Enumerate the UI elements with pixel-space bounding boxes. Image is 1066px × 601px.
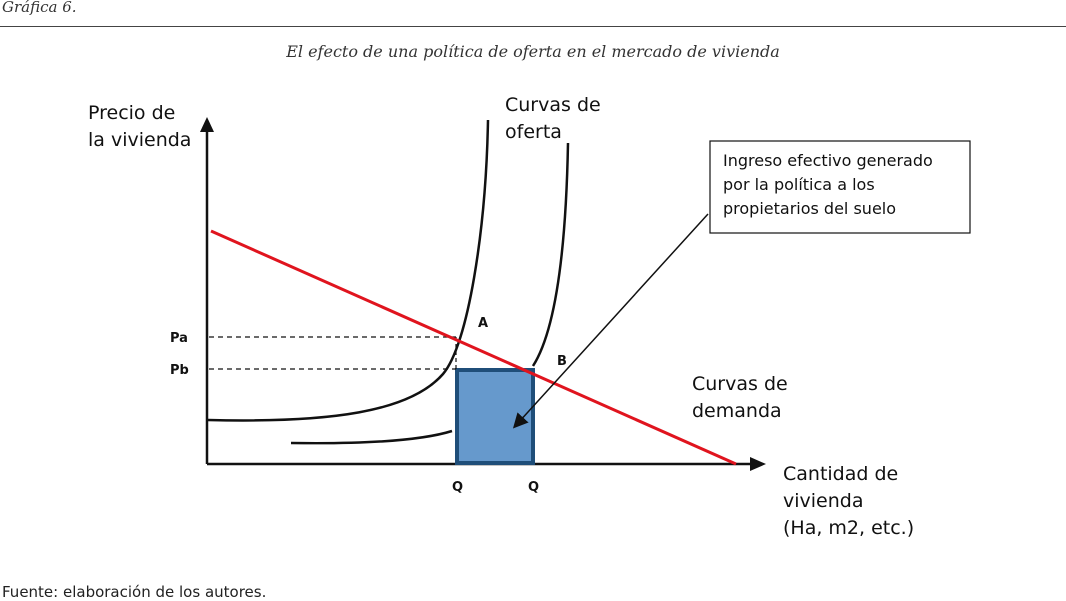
figure-label: Gráfica 6.: [2, 0, 77, 16]
supply-curve-2: [290, 142, 570, 445]
callout-arrow: [512, 213, 709, 429]
header-rule: [0, 26, 1066, 27]
demand-curve: [210, 229, 737, 466]
effective-income-rectangle: [455, 368, 535, 465]
callout-line-1: Ingreso efectivo generado: [723, 151, 933, 170]
price-tick-pb: Pb: [170, 363, 189, 378]
quantity-tick-q1: Q: [452, 480, 463, 495]
point-a-label: A: [478, 316, 488, 331]
callout-line-2: por la política a los: [723, 175, 875, 194]
y-axis-label-line-2: la vivienda: [88, 129, 191, 151]
supply-curve-1: [207, 119, 490, 422]
y-axis-arrow-icon: [200, 117, 214, 132]
x-axis-label-line-1: Cantidad de: [783, 463, 898, 485]
x-axis-label-line-2: vivienda: [783, 490, 863, 512]
y-axis-label-line-1: Precio de: [88, 102, 175, 124]
source-note: Fuente: elaboración de los autores.: [2, 583, 267, 601]
quantity-tick-q2: Q: [528, 480, 539, 495]
supply-label-line-1: Curvas de: [505, 94, 601, 116]
price-tick-pa: Pa: [170, 331, 188, 346]
demand-label-line-1: Curvas de: [692, 373, 788, 395]
demand-label-line-2: demanda: [692, 400, 782, 422]
x-axis-label-line-3: (Ha, m2, etc.): [783, 517, 914, 539]
supply-label-line-2: oferta: [505, 121, 562, 143]
callout-line-3: propietarios del suelo: [723, 199, 896, 218]
point-b-label: B: [557, 354, 567, 369]
figure-title: El efecto de una política de oferta en e…: [286, 42, 780, 61]
callout-box: [709, 140, 971, 234]
x-axis-arrow-icon: [750, 457, 766, 471]
